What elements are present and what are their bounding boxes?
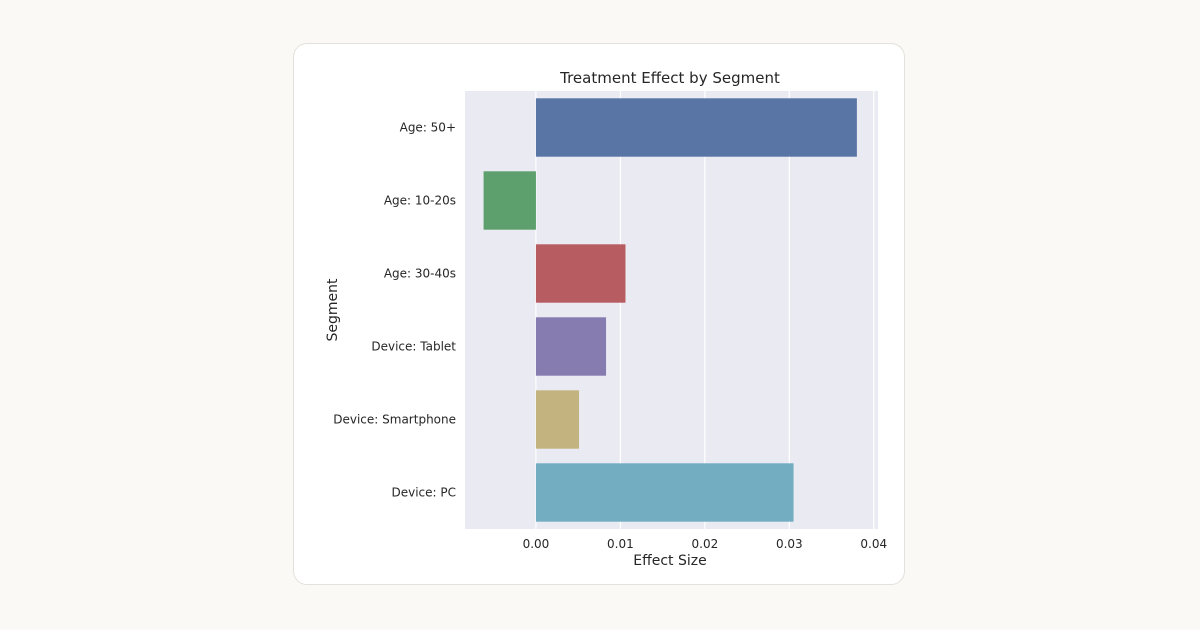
- x-tick-labels: 0.00 0.01 0.02 0.03 0.04: [523, 537, 888, 551]
- bar-chart: Treatment Effect by Segment Age: 50+Age:…: [325, 69, 888, 569]
- bar: [535, 244, 626, 303]
- y-tick-label: Age: 30-40s: [384, 267, 456, 281]
- x-tick-label: 0.00: [523, 537, 550, 551]
- chart-title: Treatment Effect by Segment: [559, 69, 780, 87]
- bar: [535, 463, 794, 522]
- bar: [535, 98, 857, 157]
- x-axis-title: Effect Size: [633, 553, 706, 569]
- x-tick-label: 0.04: [860, 537, 887, 551]
- y-tick-label: Age: 50+: [400, 121, 456, 135]
- y-tick-label: Device: PC: [391, 486, 456, 500]
- x-tick-label: 0.02: [692, 537, 719, 551]
- bars: [483, 98, 857, 522]
- y-tick-label: Age: 10-20s: [384, 194, 456, 208]
- x-tick-label: 0.01: [607, 537, 634, 551]
- x-tick-label: 0.03: [776, 537, 803, 551]
- y-tick-labels: Age: 50+ Age: 10-20s Age: 30-40s Device: Ta…: [333, 121, 456, 500]
- chart-card: Treatment Effect by Segment Age: 50+ Age:…: [293, 43, 905, 585]
- y-tick-label: Device: Tablet: [371, 340, 456, 354]
- bar: [535, 390, 580, 449]
- plot-area: [465, 91, 878, 529]
- y-axis-title: Segment: [325, 278, 341, 342]
- y-tick-label: Device: Smartphone: [333, 413, 456, 427]
- bar: [483, 171, 536, 230]
- bar: [535, 317, 607, 376]
- gridlines: [535, 91, 875, 529]
